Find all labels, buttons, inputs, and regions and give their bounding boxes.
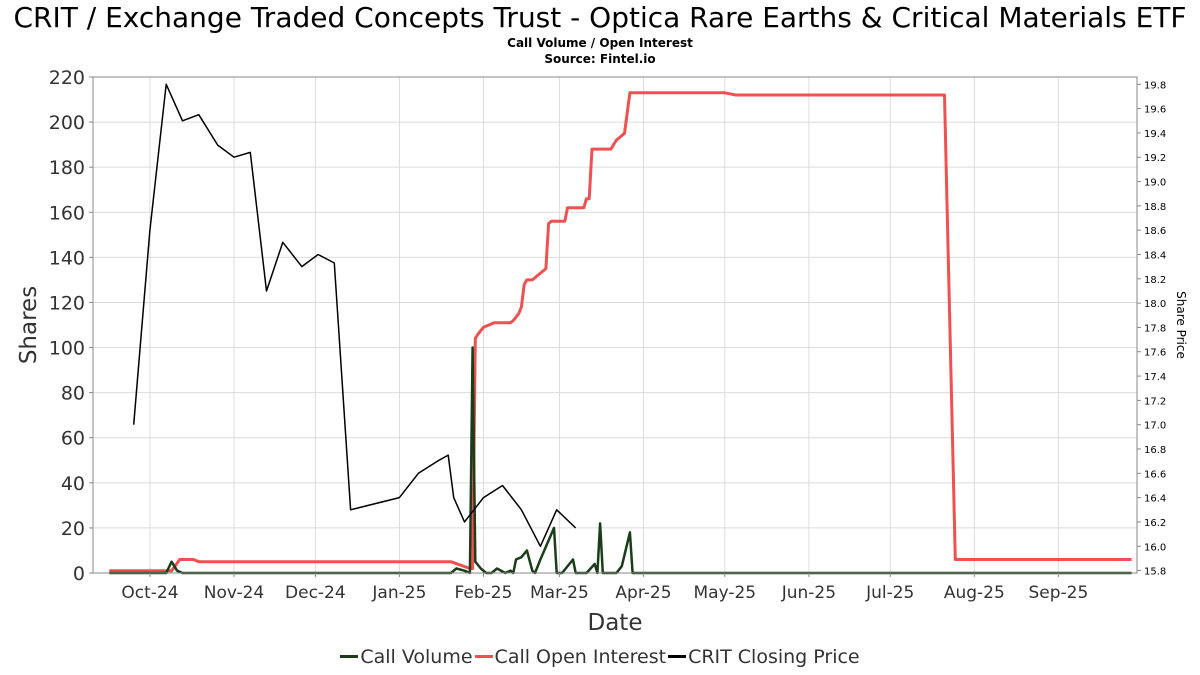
x-tick-label: Jul-25 <box>865 583 914 603</box>
y-tick-label: 40 <box>61 473 85 495</box>
chart-subtitle: Call Volume / Open Interest <box>507 36 693 50</box>
legend-label-call-volume: Call Volume <box>360 646 473 668</box>
y-right-tick-label: 19.8 <box>1144 80 1166 91</box>
chart-source: Source: Fintel.io <box>544 52 656 66</box>
x-tick-label: Sep-25 <box>1028 583 1088 603</box>
y-tick-label: 200 <box>49 112 85 134</box>
y-tick-label: 80 <box>61 383 85 405</box>
y-tick-label: 160 <box>49 202 85 224</box>
x-tick-label: Aug-25 <box>944 583 1005 603</box>
series-call-volume <box>109 346 1132 575</box>
legend: Call Volume Call Open Interest CRIT Closin… <box>0 646 1200 668</box>
series-closing-price <box>132 83 577 548</box>
y-right-tick-label: 18.0 <box>1144 299 1166 310</box>
y-tick-label: 0 <box>73 563 85 585</box>
y-right-tick-label: 18.2 <box>1144 275 1166 286</box>
x-axis-title: Date <box>588 610 643 636</box>
y-axis-title: Shares <box>16 286 42 364</box>
x-tick-label: Jun-25 <box>781 583 836 603</box>
y-right-tick-label: 19.6 <box>1144 105 1166 116</box>
y-right-tick-label: 16.6 <box>1144 469 1166 480</box>
y-right-tick-label: 15.8 <box>1144 567 1166 578</box>
x-tick-label: Apr-25 <box>615 583 671 603</box>
x-tick-label: May-25 <box>694 583 757 603</box>
series-layer <box>109 83 1132 575</box>
legend-item-call-open-interest: Call Open Interest <box>474 646 667 668</box>
y-right-tick-label: 18.4 <box>1144 250 1166 261</box>
axis-layer: 0 20 40 60 80 100 120 140 160 180 200 220 15.8 16.0 16… <box>49 67 1167 603</box>
x-tick-label: Mar-25 <box>530 583 589 603</box>
y-tick-label: 220 <box>49 67 85 89</box>
y-tick-label: 180 <box>49 157 85 179</box>
y-right-tick-label: 17.8 <box>1144 323 1166 334</box>
y-right-tick-label: 16.4 <box>1144 494 1166 505</box>
y-tick-label: 140 <box>49 247 85 269</box>
legend-label-call-open-interest: Call Open Interest <box>494 646 667 668</box>
y-right-tick-label: 16.2 <box>1144 518 1166 529</box>
y-right-tick-label: 18.6 <box>1144 226 1166 237</box>
y-right-tick-label: 17.6 <box>1144 348 1166 359</box>
x-tick-label: Feb-25 <box>455 583 513 603</box>
x-tick-label: Nov-24 <box>204 583 265 603</box>
y-right-tick-label: 17.0 <box>1144 421 1166 432</box>
x-tick-label: Jan-25 <box>371 583 426 603</box>
legend-swatch-call-open-interest <box>474 655 493 658</box>
y-tick-label: 20 <box>61 518 85 540</box>
y-tick-label: 60 <box>61 428 85 450</box>
y-axis-title-right: Share Price <box>1174 291 1188 359</box>
x-tick-label: Dec-24 <box>285 583 346 603</box>
y-right-tick-label: 17.2 <box>1144 396 1166 407</box>
chart-title: CRIT / Exchange Traded Concepts Trust - … <box>13 1 1187 34</box>
y-tick-label: 100 <box>49 338 85 360</box>
plot-frame <box>92 76 1138 574</box>
y-tick-label: 120 <box>49 292 85 314</box>
y-right-tick-label: 17.4 <box>1144 372 1166 383</box>
legend-item-call-volume: Call Volume <box>340 646 473 668</box>
y-right-tick-label: 16.0 <box>1144 542 1166 553</box>
y-right-tick-label: 16.8 <box>1144 445 1166 456</box>
series-call-open-interest <box>109 91 1132 573</box>
legend-label-closing-price: CRIT Closing Price <box>688 646 860 668</box>
y-right-tick-label: 19.2 <box>1144 153 1166 164</box>
legend-swatch-call-volume <box>340 655 359 658</box>
legend-item-closing-price: CRIT Closing Price <box>668 646 860 668</box>
legend-swatch-closing-price <box>668 655 687 658</box>
grid-layer <box>93 76 1137 574</box>
x-tick-label: Oct-24 <box>121 583 178 603</box>
y-right-tick-label: 19.4 <box>1144 129 1166 140</box>
y-right-tick-label: 18.8 <box>1144 202 1166 213</box>
y-right-tick-label: 19.0 <box>1144 178 1166 189</box>
